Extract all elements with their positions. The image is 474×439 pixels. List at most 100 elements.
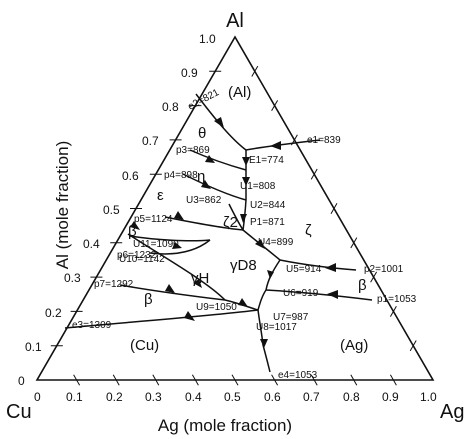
curve-U5-U6 (265, 259, 281, 291)
left-edge-tick-5 (129, 207, 143, 210)
bottom-edge-tick-3 (152, 374, 160, 386)
label-U1: U1=808 (240, 181, 276, 192)
label-U4: U4=899 (258, 237, 294, 248)
arrow-p4 (201, 180, 211, 189)
left-tick-0.7: 0.7 (142, 134, 159, 148)
label-p6: p6=1232 (117, 250, 157, 261)
bottom-edge-tick-7 (310, 374, 318, 386)
right-edge-tick-6 (310, 168, 318, 180)
arrow-e4 (260, 339, 268, 348)
corner-cu-label: Cu (6, 401, 32, 423)
label-U8: U8=1017 (256, 322, 297, 333)
label-p4: p4=898 (164, 170, 198, 181)
curve-p6-U10 (149, 239, 211, 255)
curve-U11-U9 (127, 233, 226, 301)
right-edge-tick-5 (330, 203, 338, 214)
bottom-edge-tick-1 (73, 374, 81, 386)
left-tick-labels: 0 0.1 0.2 0.3 0.4 0.5 0.6 0.7 0.8 0.9 1.… (18, 32, 216, 388)
arrow-p3 (205, 155, 215, 163)
bottom-edge-tick-9 (389, 374, 397, 386)
label-U10: U10=1142 (119, 254, 165, 265)
left-edge-tick-9 (209, 70, 222, 72)
left-tick-0.5: 0.5 (103, 203, 120, 217)
phase-theta: θ (198, 125, 206, 142)
curve-arrows (130, 117, 338, 348)
right-edge-tick-2 (389, 305, 397, 317)
curve-e1-E1 (245, 139, 321, 151)
left-tick-0.3: 0.3 (64, 271, 81, 285)
bottom-edge-tick-5 (231, 374, 239, 386)
curve-U6-U7 (257, 289, 267, 311)
phase-zeta: ζ (305, 222, 312, 239)
arrow-U10 (172, 242, 182, 249)
label-U7: U7=987 (273, 312, 309, 323)
label-e4: e4=1053 (278, 370, 318, 381)
phase-zeta2: ζ2 (223, 214, 238, 231)
label-E1: E1=774 (249, 155, 284, 166)
arrow-E1-U1 (242, 157, 250, 166)
bottom-tick-0.3: 0.3 (145, 390, 162, 404)
bottom-tick-0.5: 0.5 (224, 390, 241, 404)
bottom-edge-tick-6 (271, 374, 279, 386)
left-edge-tick-1 (50, 345, 63, 347)
label-p2: p2=1001 (364, 264, 404, 275)
curve-U3-U4 (228, 203, 244, 231)
label-U3: U3=862 (186, 195, 222, 206)
bottom-tick-0.1: 0.1 (66, 390, 83, 404)
bottom-tick-0.4: 0.4 (185, 390, 202, 404)
right-edge-tick-4 (350, 237, 358, 249)
corner-ag-label: Ag (440, 401, 464, 423)
bottom-tick-0.2: 0.2 (106, 390, 123, 404)
phase-boundaries (64, 93, 373, 373)
label-P1: P1=871 (250, 217, 285, 228)
label-U2: U2=844 (250, 200, 286, 211)
bottom-tick-0: 0 (34, 390, 41, 404)
label-U5: U5=914 (286, 264, 322, 275)
left-tick-0.4: 0.4 (83, 237, 100, 251)
left-edge-tick-4 (110, 242, 123, 244)
arrow-p2 (325, 263, 336, 272)
bottom-tick-1.0: 1.0 (420, 390, 437, 404)
corner-al-label: Al (226, 10, 244, 32)
curve-p5-U4 (164, 216, 244, 231)
arrow-U5-U6 (267, 270, 274, 279)
left-tick-0.8: 0.8 (162, 100, 179, 114)
bottom-edge-tick-4 (191, 374, 199, 386)
arrow-U4-U5 (255, 239, 265, 249)
arrow-e2 (214, 117, 224, 128)
arrow-e3 (184, 311, 195, 321)
arrow-p1 (327, 290, 338, 299)
label-p7: p7=1292 (94, 279, 134, 290)
phase-gammaH: γH (191, 270, 209, 287)
left-edge-tick-3 (90, 276, 103, 278)
bottom-edge-tick-2 (112, 374, 120, 386)
left-tick-0.2: 0.2 (45, 306, 62, 320)
right-edge-tick-1 (409, 340, 417, 352)
tick-marks (50, 65, 417, 386)
curve-p3-U1 (189, 149, 247, 171)
bottom-tick-0.8: 0.8 (343, 390, 360, 404)
curve-p1-U6 (265, 289, 373, 301)
arrow-U1-U2 (242, 177, 250, 186)
bottom-tick-labels: 0 0.1 0.2 0.3 0.4 0.5 0.6 0.7 0.8 0.9 1.… (34, 390, 437, 404)
right-edge-tick-8 (271, 100, 279, 112)
left-tick-0: 0 (18, 374, 25, 388)
label-U11: U11=1090 (133, 239, 179, 250)
arrow-p5 (174, 211, 184, 220)
phase-beta-left: β (128, 223, 137, 240)
left-edge-tick-2 (70, 310, 83, 312)
left-edge-tick-8 (189, 105, 202, 107)
arrow-beta-left (130, 221, 140, 230)
curve-p7-U9 (119, 284, 226, 301)
phase-epsilon: ε (157, 187, 164, 204)
curve-e3-U7 (64, 309, 259, 329)
left-tick-0.9: 0.9 (181, 66, 198, 80)
label-e3: e3=1309 (72, 320, 112, 331)
arrow-U9-U7 (238, 298, 248, 307)
bottom-tick-0.7: 0.7 (303, 390, 320, 404)
label-p1: p1=1053 (377, 294, 417, 305)
phase-beta-bottom: β (144, 291, 153, 308)
label-e1: e1=839 (307, 135, 341, 146)
